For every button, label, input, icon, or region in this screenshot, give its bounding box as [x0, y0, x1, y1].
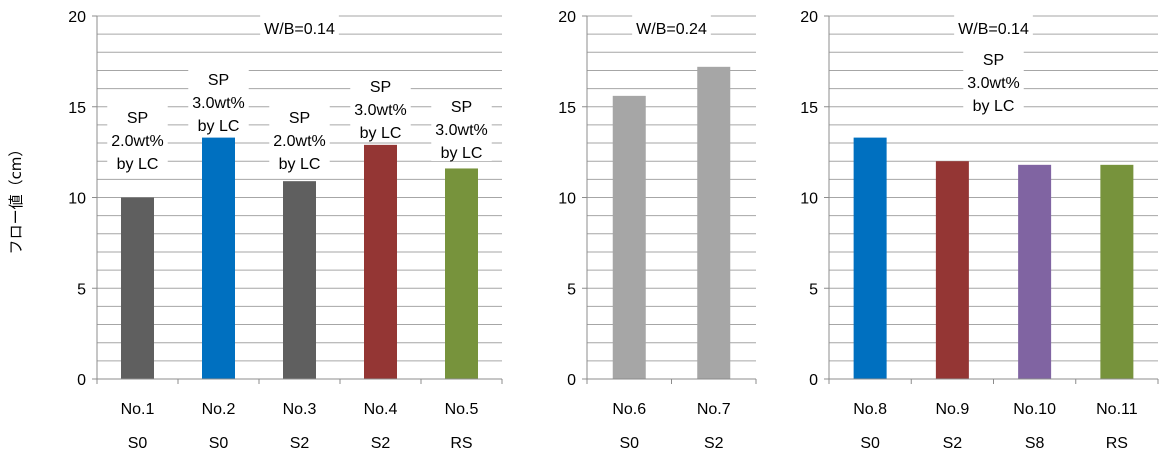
x-sublabel: S0 [128, 435, 148, 452]
y-tick-label: 5 [77, 281, 86, 298]
annotation-line: by LC [198, 118, 240, 135]
x-tick-label: No.11 [1096, 401, 1138, 418]
bar-No.11 [1100, 164, 1134, 379]
annotation-line: 3.0wt% [435, 122, 487, 139]
x-tick-label: No.10 [1013, 401, 1056, 418]
x-tick-label: No.7 [697, 401, 731, 418]
annotation-background [350, 72, 411, 142]
x-sublabel: S2 [371, 435, 391, 452]
bar-No.6 [612, 95, 646, 380]
y-tick-label: 20 [558, 9, 576, 26]
annotation-line: W/B=0.14 [264, 21, 335, 38]
x-tick-label: No.8 [853, 401, 887, 418]
y-tick-label: 10 [558, 191, 576, 208]
annotation-background [954, 13, 1033, 37]
annotation-line: by LC [441, 145, 483, 162]
annotation-line: by LC [117, 156, 159, 173]
annotation-background [188, 64, 249, 134]
y-tick-label: 0 [809, 372, 818, 389]
annotation-line: 2.0wt% [273, 133, 325, 150]
annotation-line: W/B=0.14 [958, 21, 1029, 38]
x-tick-label: No.2 [202, 401, 236, 418]
y-tick-label: 0 [77, 372, 86, 389]
y-tick-label: 5 [809, 281, 818, 298]
bar-No.3 [283, 181, 316, 379]
x-tick-label: No.4 [364, 401, 398, 418]
annotation-line: SP [370, 79, 391, 96]
x-sublabel: S2 [943, 435, 963, 452]
x-sublabel: S2 [704, 435, 724, 452]
annotation-2: SP 3.0wt% by LC [963, 44, 1024, 115]
annotation-background [431, 92, 492, 162]
annotation-background [269, 102, 330, 172]
x-tick-label: No.5 [445, 401, 479, 418]
annotation-background [107, 102, 168, 172]
annotation-line: W/B=0.24 [636, 21, 707, 38]
x-tick-label: No.6 [612, 401, 646, 418]
chart-panel-1: 0 5 10 15 20 No.1 S0 No.2 S0 No.3 S2 No.4 S2 No.5 RS W/… [68, 9, 503, 452]
annotation-line: SP [127, 110, 148, 127]
bar-No.8 [853, 137, 887, 379]
bar-No.7 [697, 66, 731, 379]
y-tick-label: 20 [800, 9, 818, 26]
bar-No.9 [935, 161, 969, 379]
x-sublabel: S0 [619, 435, 639, 452]
x-sublabel: S2 [290, 435, 310, 452]
annotation-background [963, 44, 1024, 114]
x-tick-label: No.1 [121, 401, 155, 418]
annotation-line: SP [289, 110, 310, 127]
chart-panel-3: 0 5 10 15 20 No.8 S0 No.9 S2 No.10 S8 No.11 RS W/B=0.… [800, 9, 1159, 452]
annotation-4: SP 2.0wt% by LC [269, 102, 330, 173]
annotation-line: by LC [360, 125, 402, 142]
annotation-1: W/B=0.14 [260, 13, 339, 38]
bar-No.1 [121, 197, 154, 379]
annotation-background [632, 13, 711, 37]
annotation-line: SP [451, 99, 472, 116]
annotation-5: SP 3.0wt% by LC [350, 72, 411, 142]
x-tick-label: No.9 [935, 401, 969, 418]
annotation-line: SP [208, 72, 229, 89]
annotation-1: W/B=0.24 [632, 13, 711, 38]
bar-No.5 [445, 168, 478, 379]
annotation-2: SP 2.0wt% by LC [107, 102, 168, 173]
bar-No.2 [202, 137, 235, 379]
annotation-line: SP [983, 52, 1004, 69]
annotation-line: 3.0wt% [967, 75, 1019, 92]
x-sublabel: S0 [860, 435, 880, 452]
chart-panel-2: 0 5 10 15 20 No.6 S0 No.7 S2 W/B=0.24 [558, 9, 757, 452]
bar-No.4 [364, 144, 397, 379]
y-tick-label: 15 [558, 100, 576, 117]
x-sublabel: S8 [1025, 435, 1045, 452]
annotation-line: by LC [279, 156, 321, 173]
y-tick-label: 0 [567, 372, 576, 389]
y-tick-label: 10 [68, 191, 86, 208]
annotation-3: SP 3.0wt% by LC [188, 64, 249, 135]
annotation-line: 3.0wt% [192, 95, 244, 112]
annotation-background [260, 13, 339, 37]
annotation-line: by LC [973, 98, 1015, 115]
bar-No.10 [1018, 164, 1052, 379]
annotation-6: SP 3.0wt% by LC [431, 92, 492, 162]
x-tick-label: No.3 [283, 401, 317, 418]
annotation-line: 3.0wt% [354, 102, 406, 119]
x-sublabel: RS [1106, 435, 1128, 452]
y-tick-label: 15 [800, 100, 818, 117]
annotation-1: W/B=0.14 [954, 13, 1033, 38]
y-tick-label: 5 [567, 281, 576, 298]
x-sublabel: RS [450, 435, 472, 452]
y-tick-label: 20 [68, 9, 86, 26]
x-sublabel: S0 [209, 435, 229, 452]
y-tick-label: 10 [800, 191, 818, 208]
y-tick-label: 15 [68, 100, 86, 117]
y-axis-title: フロー値（cm） [7, 142, 25, 255]
annotation-line: 2.0wt% [111, 133, 163, 150]
